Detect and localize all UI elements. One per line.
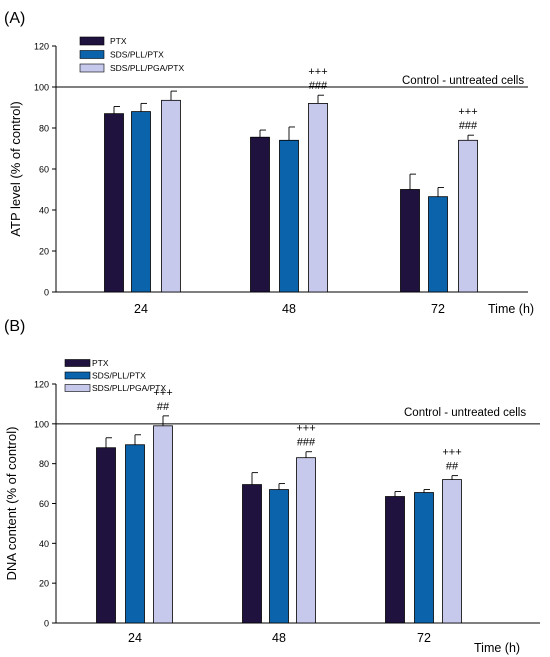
significance-marker: ### (309, 80, 328, 92)
y-tick-label: 60 (39, 165, 49, 175)
bar-ptx-24 (104, 113, 124, 293)
y-tick-label: 0 (44, 619, 49, 629)
bar-sds-pll-ptx-24 (125, 444, 145, 624)
legend-label: SDS/PLL/PGA/PTX (92, 383, 166, 393)
y-tick-label: 120 (34, 380, 49, 390)
legend-label: SDS/PLL/PGA/PTX (110, 63, 184, 73)
significance-marker: +++ (442, 447, 461, 459)
bar-sds-pll-pga-ptx-48 (296, 457, 316, 624)
legend-swatch (79, 36, 105, 46)
bar-sds-pll-ptx-72 (414, 492, 434, 624)
bar-sds-pll-ptx-48 (279, 139, 299, 293)
y-tick-label: 0 (44, 288, 49, 298)
reference-line-label: Control - untreated cells (404, 407, 526, 419)
bar-sds-pll-pga-ptx-72 (458, 139, 478, 293)
chart-panel-a: (A) 0 20 40 60 80 100 120 ATP level (% of contro… (4, 10, 534, 316)
y-tick-label: 80 (39, 459, 49, 469)
bar-sds-pll-pga-ptx-24 (161, 99, 181, 293)
y-tick-label: 60 (39, 499, 49, 509)
significance-marker: +++ (458, 106, 477, 118)
bar-ptx-72 (400, 189, 420, 293)
y-tick-label: 80 (39, 124, 49, 134)
significance-marker: ### (459, 120, 478, 132)
legend-swatch (64, 359, 91, 367)
significance-marker: +++ (308, 66, 327, 78)
legend-label: SDS/PLL/PTX (92, 371, 146, 381)
x-tick-label: 24 (134, 302, 148, 316)
y-axis-label: ATP level (% of control) (8, 101, 23, 236)
legend-label: SDS/PLL/PTX (110, 50, 164, 60)
x-tick-label: 72 (431, 302, 445, 316)
y-tick-label: 40 (39, 539, 49, 549)
legend-label: PTX (110, 36, 127, 46)
bar-ptx-48 (242, 484, 262, 624)
bar-ptx-24 (96, 447, 116, 624)
reference-line-label: Control - untreated cells (402, 75, 524, 87)
y-tick-label: 120 (34, 42, 49, 52)
bar-sds-pll-ptx-48 (269, 489, 289, 624)
legend-swatch (79, 63, 105, 73)
bar-ptx-48 (250, 136, 270, 293)
bar-sds-pll-ptx-72 (428, 196, 448, 293)
bar-sds-pll-ptx-24 (131, 111, 151, 293)
significance-marker: ## (157, 401, 170, 413)
significance-marker: +++ (153, 387, 172, 399)
y-tick-label: 20 (39, 247, 49, 257)
bar-sds-pll-pga-ptx-72 (442, 479, 462, 624)
y-tick-label: 100 (34, 419, 49, 429)
x-axis-label: Time (h) (474, 641, 520, 655)
legend-label: PTX (92, 358, 109, 368)
x-tick-label: 48 (272, 631, 286, 645)
significance-marker: ## (446, 461, 459, 473)
significance-marker: +++ (296, 423, 315, 435)
y-axis-label: DNA content (% of control) (4, 427, 19, 581)
bar-sds-pll-pga-ptx-48 (308, 103, 328, 293)
legend-swatch (64, 371, 91, 380)
y-tick-label: 40 (39, 206, 49, 216)
panel-label: (A) (4, 10, 25, 27)
chart-panel-b: (B) 0 20 40 60 80 100 120 DNA content (% of cont… (4, 318, 540, 655)
x-axis-label: Time (h) (488, 302, 534, 316)
y-tick-label: 100 (34, 83, 49, 93)
legend-swatch (79, 50, 105, 59)
x-tick-label: 48 (282, 302, 296, 316)
x-tick-label: 24 (128, 631, 142, 645)
y-tick-label: 20 (39, 579, 49, 589)
significance-marker: ### (297, 437, 316, 449)
legend-swatch (64, 384, 91, 392)
panel-label: (B) (4, 318, 25, 335)
bar-sds-pll-pga-ptx-24 (153, 425, 173, 624)
bar-ptx-72 (385, 496, 405, 624)
x-tick-label: 72 (417, 631, 431, 645)
